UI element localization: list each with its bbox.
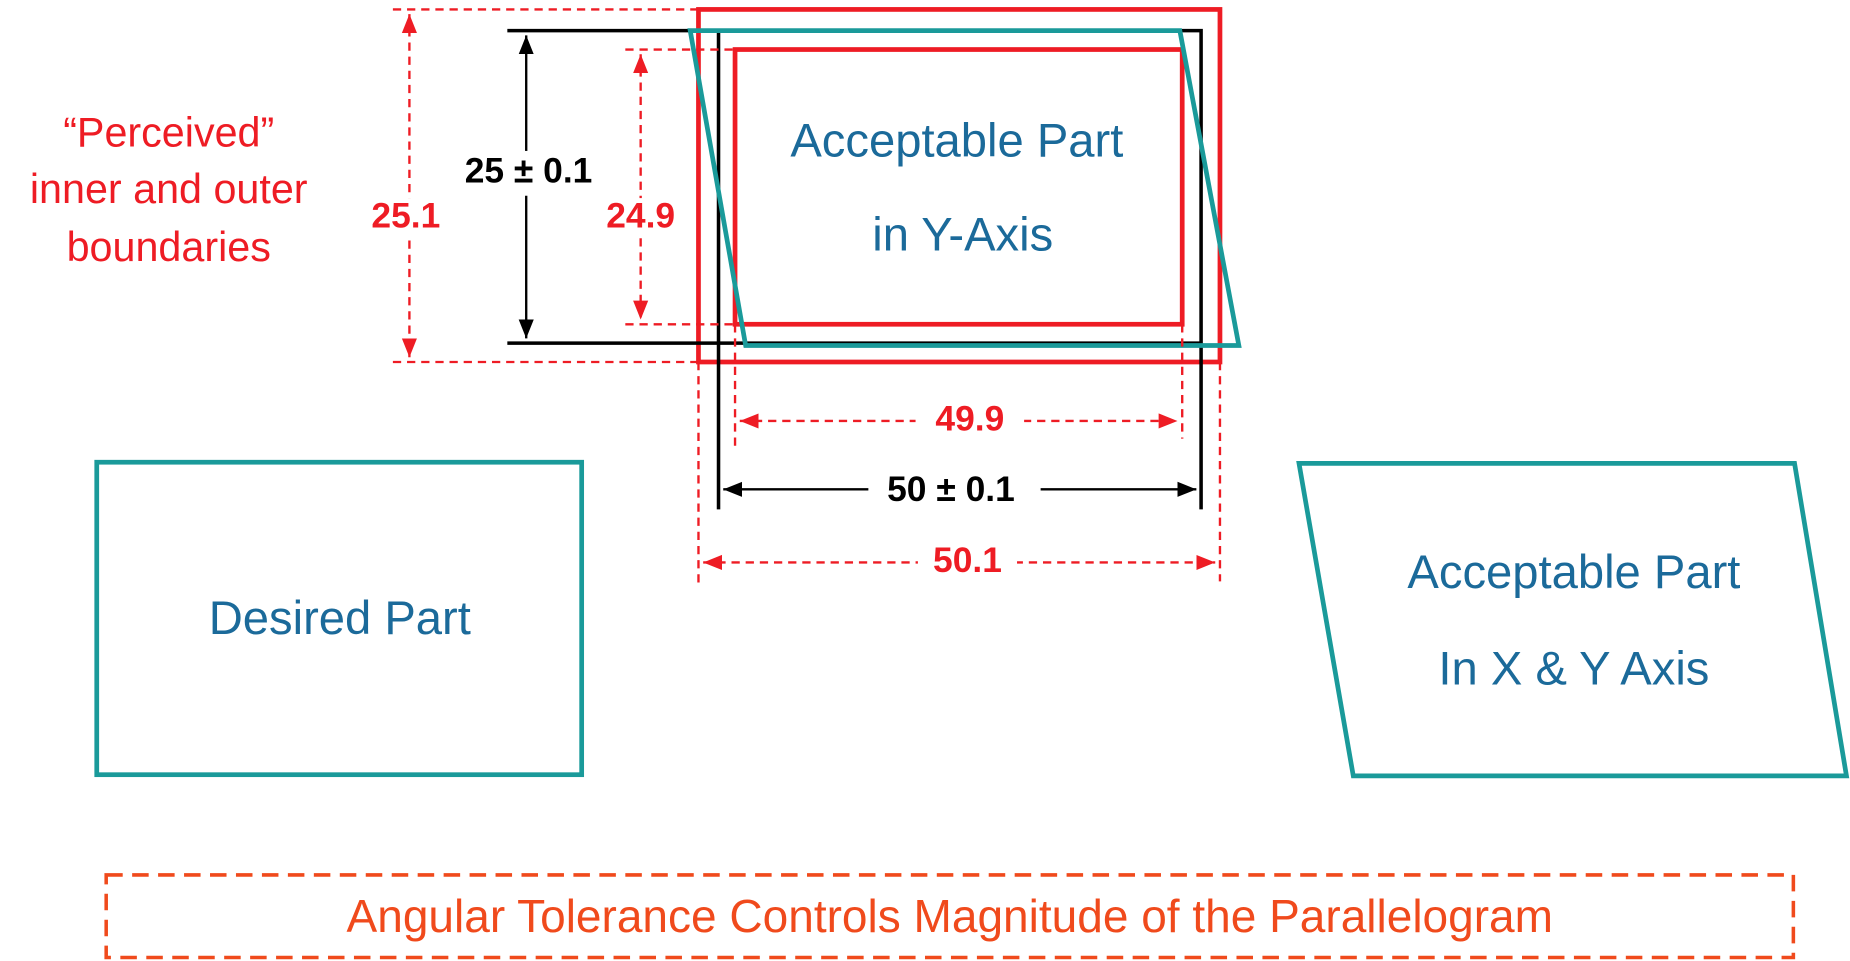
- label-bg: [377, 198, 439, 239]
- dimension-label: 24.9: [606, 196, 675, 235]
- part-label: In X & Y Axis: [1438, 642, 1709, 695]
- dimension-label: 50 ± 0.1: [887, 470, 1015, 509]
- dimension-label: 25 ± 0.1: [465, 152, 593, 191]
- part-label: Desired Part: [209, 591, 471, 644]
- footer-box: [104, 873, 1796, 960]
- note-line: “Perceived”: [63, 110, 274, 156]
- dimension-label: 50.1: [933, 541, 1002, 580]
- inner-boundary: [732, 47, 1185, 327]
- label-bg: [448, 150, 607, 196]
- desired-part: [94, 459, 585, 778]
- label-bg: [917, 542, 1018, 583]
- note-line: inner and outer: [30, 166, 308, 212]
- y-axis-part: [687, 28, 1242, 348]
- dimension-label: 49.9: [935, 399, 1004, 438]
- dimension-label: 25.1: [371, 196, 440, 235]
- note: “Perceived” inner and outer boundaries: [30, 110, 308, 270]
- note-line: boundaries: [67, 224, 271, 270]
- part-label: Acceptable Part: [1407, 545, 1740, 598]
- label-bg: [868, 469, 1041, 510]
- footer-text: Angular Tolerance Controls Magnitude of …: [347, 890, 1553, 942]
- label-bg: [915, 400, 1025, 441]
- part-label: Acceptable Part: [790, 113, 1123, 166]
- extension-lines: [392, 8, 1222, 587]
- label-bg: [599, 198, 685, 239]
- outer-boundary: [696, 7, 1223, 365]
- part-label: in Y-Axis: [872, 208, 1053, 261]
- xy-axis-part: [1296, 461, 1850, 779]
- nominal-boundary: [507, 28, 1203, 510]
